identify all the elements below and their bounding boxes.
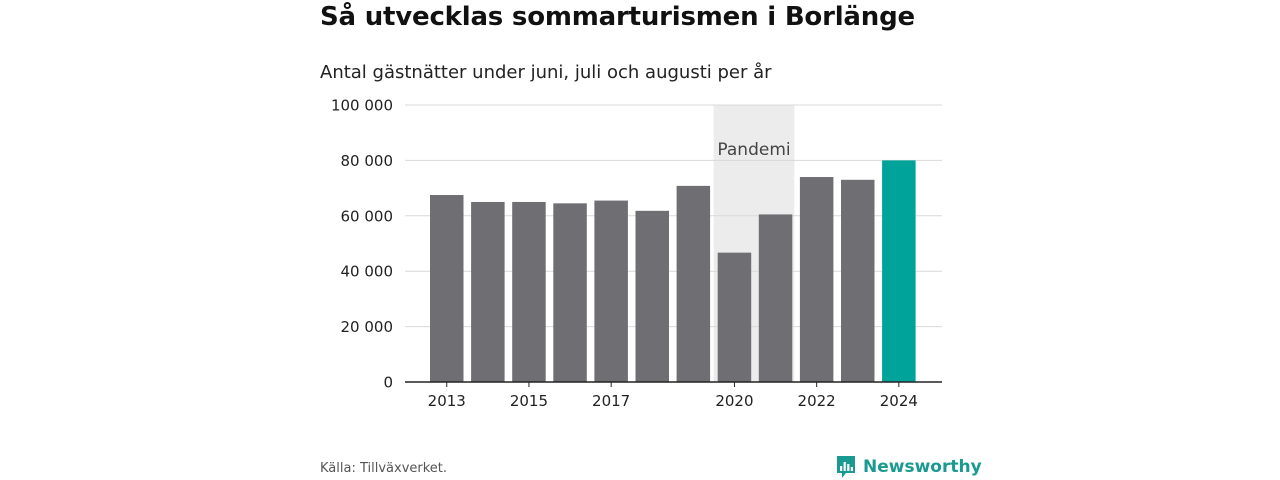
bar-2016: [553, 203, 587, 382]
x-tick-label: 2015: [510, 392, 548, 410]
bar-2018: [635, 210, 669, 382]
bar-2020: [717, 252, 752, 382]
source-note: Källa: Tillväxverket.: [320, 461, 448, 476]
bar-2023: [841, 179, 875, 382]
x-tick-label: 2013: [428, 392, 466, 410]
chart-subtitle: Antal gästnätter under juni, juli och au…: [320, 62, 772, 83]
bar-2022: [799, 177, 834, 382]
bar-2017: [594, 200, 628, 382]
brand-logo: Newsworthy: [835, 454, 982, 480]
newsworthy-logo-icon: [837, 456, 855, 478]
brand-name: Newsworthy: [863, 457, 982, 477]
x-tick-label: 2024: [880, 392, 918, 410]
bar-2013: [430, 195, 464, 382]
annotation-label: Pandemi: [717, 140, 790, 160]
bar-chart: 0 20 000 40 000 60 000 80 000 100 000 Pandemi 2…: [331, 97, 942, 410]
y-tick-label: 20 000: [341, 318, 394, 336]
y-tick-label: 100 000: [331, 97, 393, 115]
chart-title: Så utvecklas sommarturismen i Borlänge: [320, 2, 915, 32]
bar-2014: [471, 201, 505, 382]
y-tick-label: 60 000: [341, 207, 394, 225]
bar-2019: [676, 185, 711, 382]
y-tick-label: 40 000: [341, 263, 394, 281]
x-tick-label: 2022: [798, 392, 836, 410]
y-tick-label: 80 000: [341, 152, 394, 170]
x-tick-label: 2017: [592, 392, 630, 410]
bar-2024: [882, 160, 916, 382]
x-tick-label: 2020: [715, 392, 753, 410]
y-tick-label: 0: [383, 374, 393, 392]
bar-2021: [758, 214, 793, 382]
bar-2015: [512, 201, 546, 382]
